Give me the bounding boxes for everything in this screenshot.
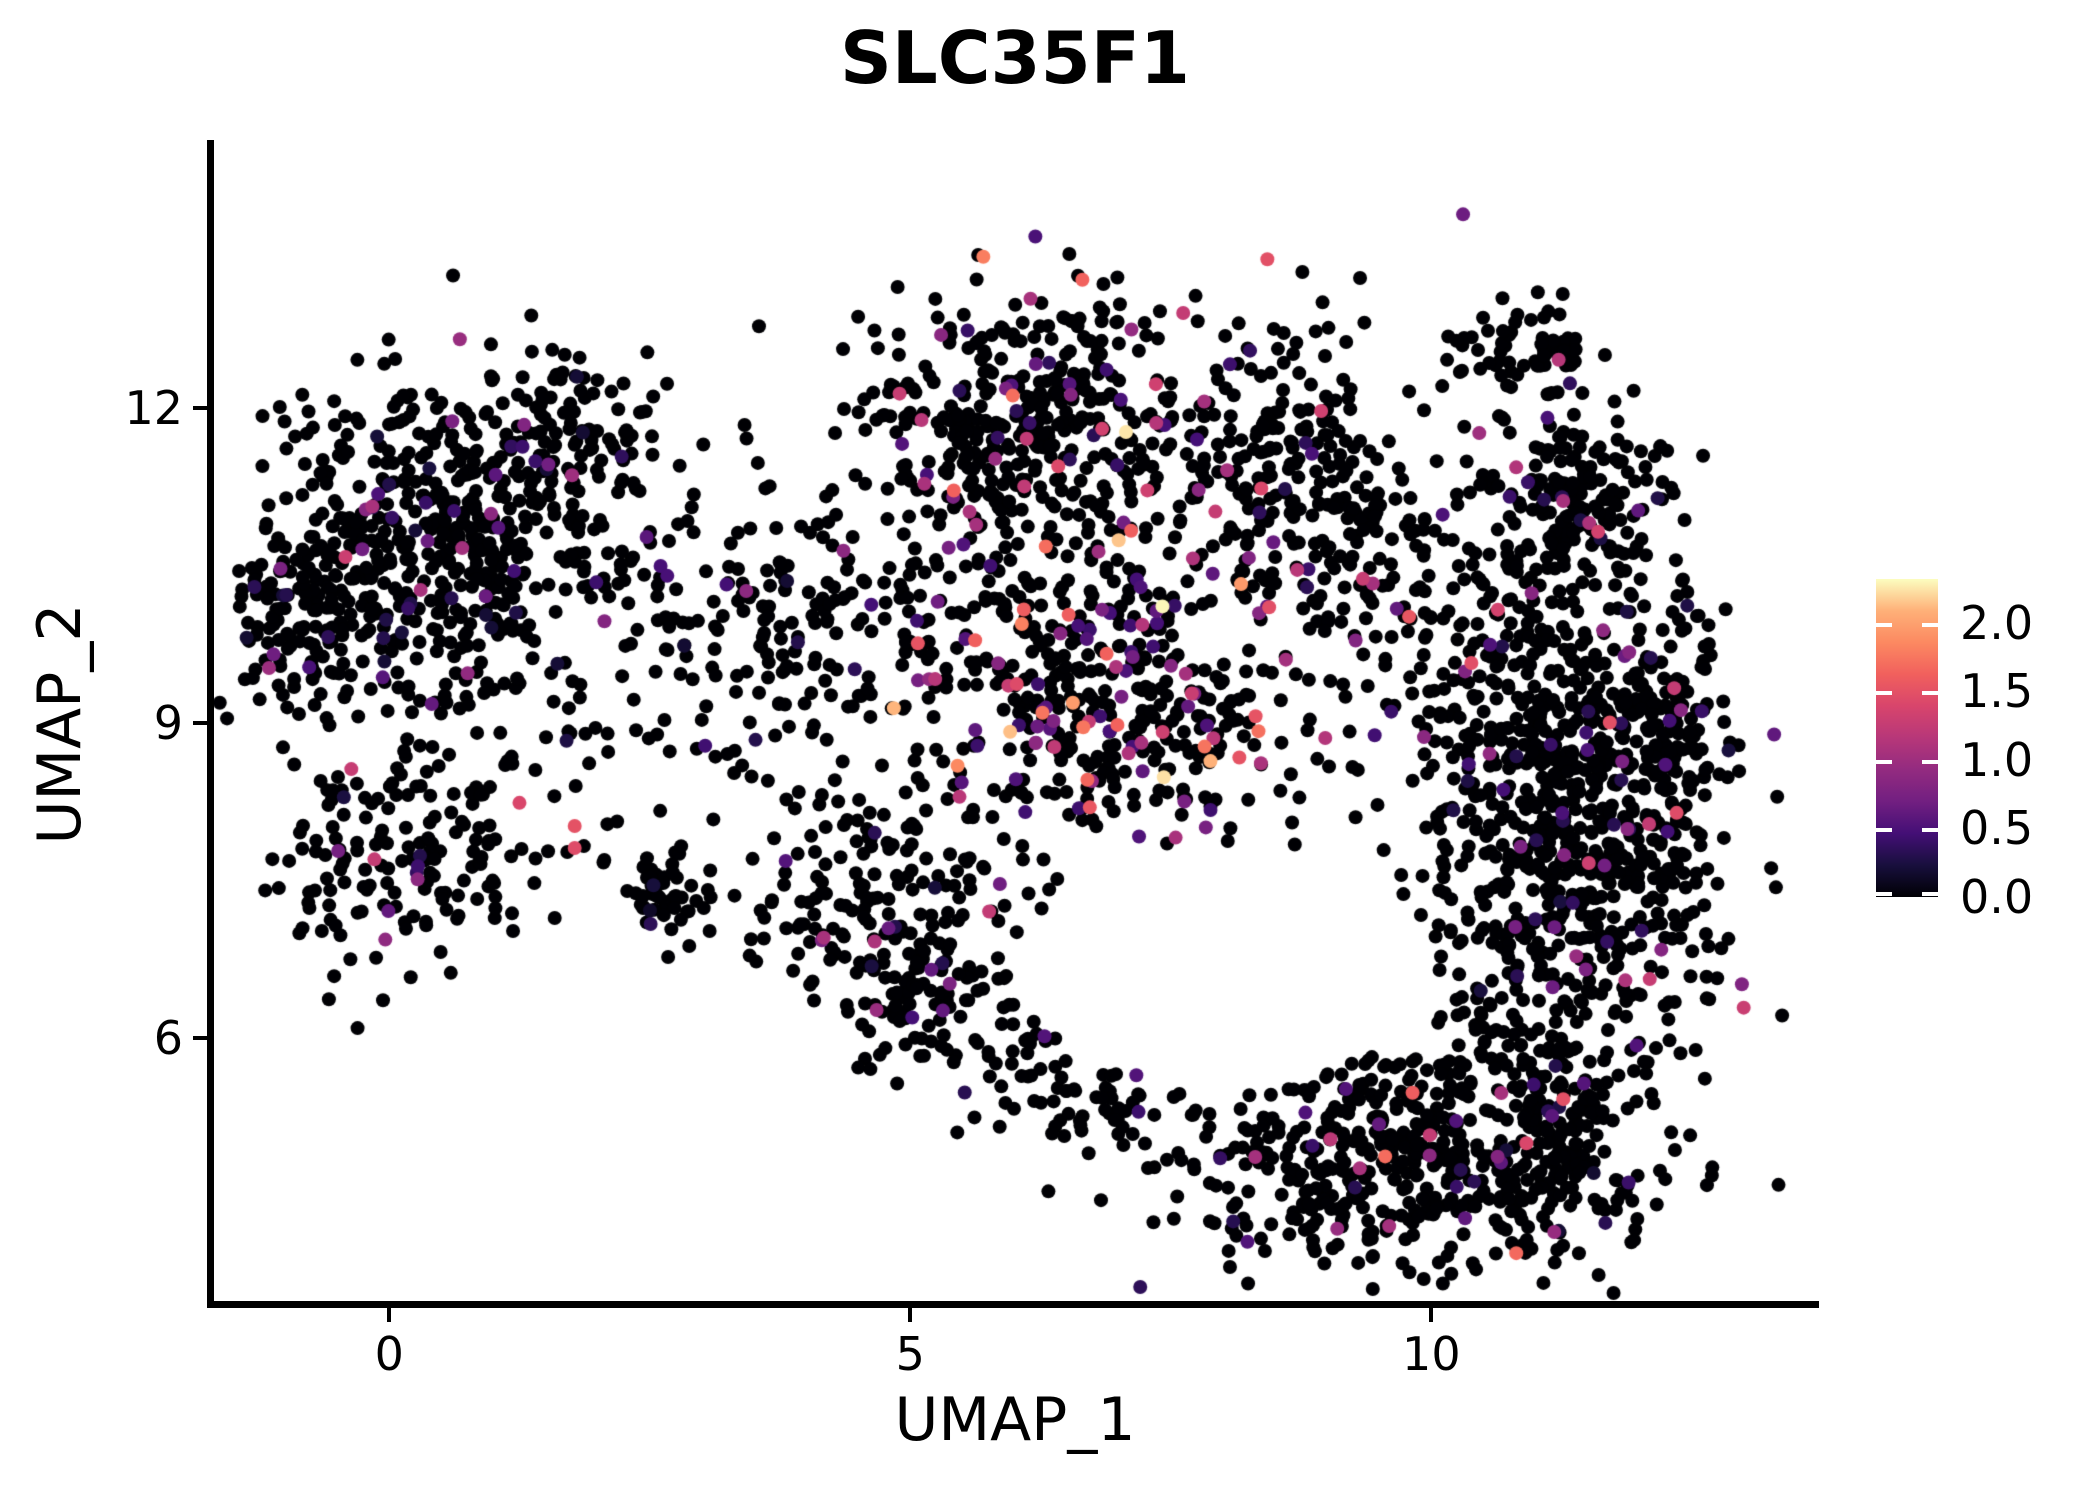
- colorbar-tick-mark: [1922, 828, 1938, 833]
- colorbar-tick-mark: [1922, 759, 1938, 764]
- y-tick-mark: [193, 405, 207, 410]
- colorbar-tick-mark: [1922, 691, 1938, 696]
- x-axis-line: [207, 1301, 1819, 1308]
- colorbar-tick-label: 0.0: [1960, 870, 2034, 924]
- x-tick-mark: [908, 1308, 913, 1322]
- colorbar-tick-mark: [1922, 892, 1938, 896]
- colorbar-tick-mark: [1876, 892, 1892, 896]
- colorbar-tick-label: 1.0: [1960, 732, 2034, 787]
- x-tick-label: 0: [374, 1327, 404, 1381]
- colorbar-tick-mark: [1876, 828, 1892, 833]
- y-tick-label: 6: [153, 1011, 183, 1066]
- x-tick-mark: [387, 1308, 392, 1322]
- y-tick-mark: [193, 721, 207, 726]
- y-tick-label: 12: [124, 380, 183, 435]
- x-tick-label: 5: [895, 1327, 925, 1381]
- expression-colorbar: [1876, 579, 1938, 897]
- y-tick-label: 9: [153, 696, 183, 751]
- colorbar-tick-mark: [1876, 691, 1892, 696]
- x-axis-label: UMAP_1: [894, 1385, 1136, 1455]
- x-tick-mark: [1429, 1308, 1434, 1322]
- colorbar-tick-label: 2.0: [1960, 595, 2034, 650]
- y-axis-label: UMAP_2: [25, 603, 95, 845]
- x-tick-label: 10: [1402, 1327, 1461, 1381]
- colorbar-tick-mark: [1922, 622, 1938, 627]
- colorbar-tick-mark: [1876, 759, 1892, 764]
- colorbar-tick-label: 0.5: [1960, 801, 2034, 856]
- y-tick-mark: [193, 1036, 207, 1041]
- colorbar-tick-mark: [1876, 622, 1892, 627]
- colorbar-tick-label: 1.5: [1960, 664, 2034, 719]
- y-axis-line: [207, 140, 214, 1308]
